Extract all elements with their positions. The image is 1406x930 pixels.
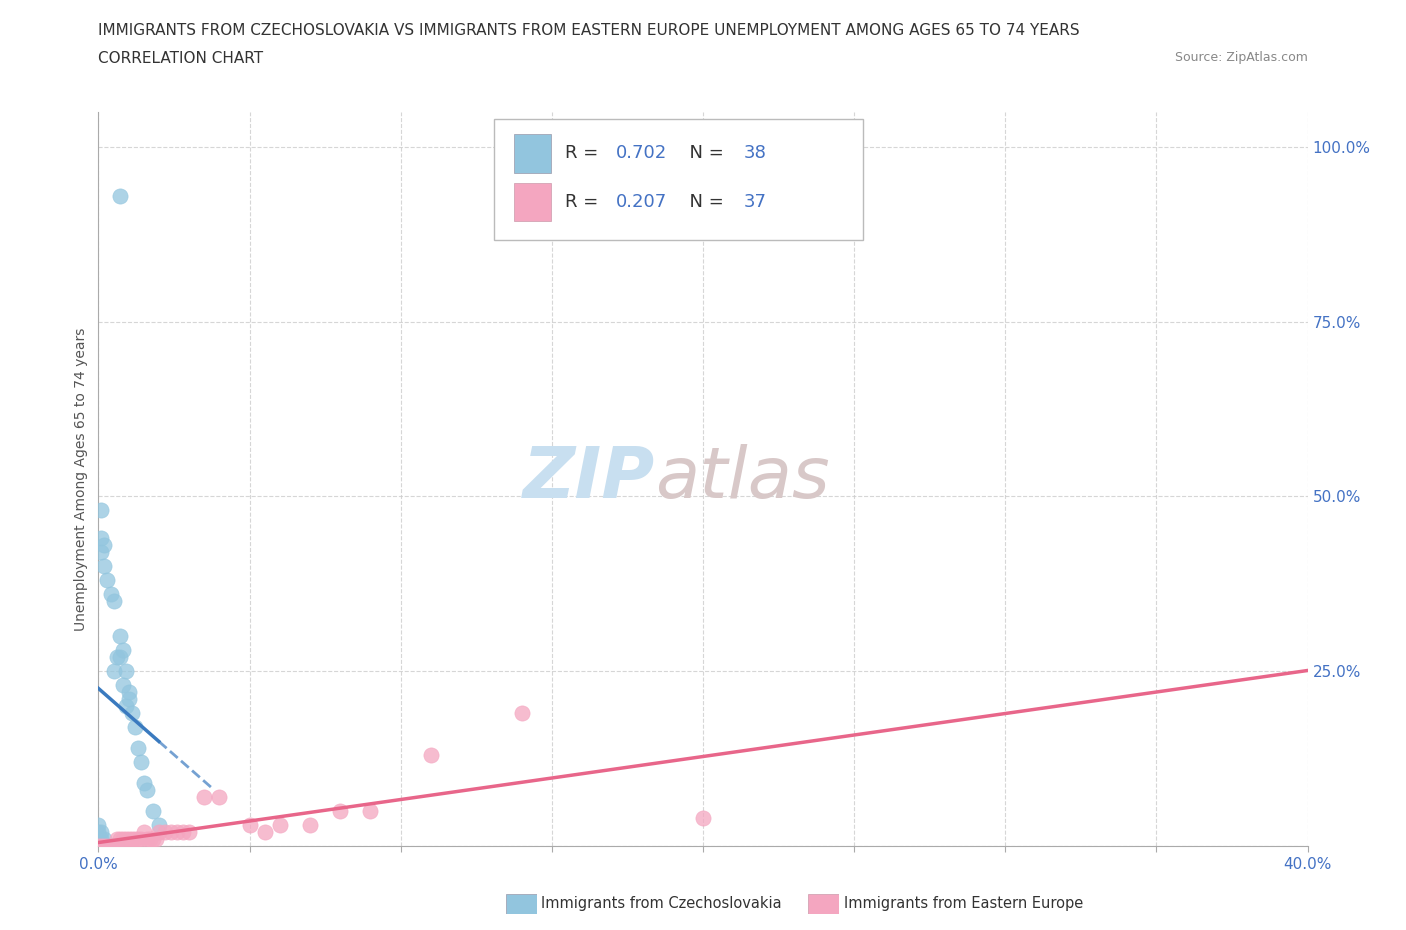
Point — [127, 831, 149, 846]
Point — [132, 776, 155, 790]
Point — [90, 503, 112, 518]
Text: IMMIGRANTS FROM CZECHOSLOVAKIA VS IMMIGRANTS FROM EASTERN EUROPE UNEMPLOYMENT AM: IMMIGRANTS FROM CZECHOSLOVAKIA VS IMMIGR… — [98, 23, 1080, 38]
Point — [172, 825, 194, 840]
Point — [153, 825, 176, 840]
Point — [148, 825, 170, 840]
Text: ZIP: ZIP — [523, 445, 655, 513]
Point — [420, 748, 443, 763]
Point — [118, 684, 141, 699]
Point — [510, 706, 533, 721]
Point — [208, 790, 231, 804]
Point — [108, 188, 131, 203]
Point — [121, 831, 143, 846]
Point — [108, 831, 131, 846]
Point — [108, 629, 131, 644]
Text: Immigrants from Eastern Europe: Immigrants from Eastern Europe — [844, 897, 1083, 911]
Point — [129, 755, 152, 770]
Point — [87, 831, 110, 846]
Point — [114, 664, 136, 679]
Point — [96, 839, 118, 854]
Point — [329, 804, 352, 818]
Point — [90, 531, 112, 546]
Point — [103, 664, 125, 679]
Point — [93, 831, 115, 846]
Point — [87, 839, 110, 854]
Point — [124, 720, 146, 735]
FancyBboxPatch shape — [494, 119, 863, 240]
Point — [96, 839, 118, 854]
Point — [105, 831, 128, 846]
Point — [100, 839, 122, 854]
Text: CORRELATION CHART: CORRELATION CHART — [98, 51, 263, 66]
Point — [118, 831, 141, 846]
Point — [93, 559, 115, 574]
FancyBboxPatch shape — [515, 183, 551, 221]
Text: R =: R = — [565, 144, 605, 163]
Point — [90, 825, 112, 840]
Point — [100, 839, 122, 854]
Point — [135, 783, 157, 798]
Point — [118, 692, 141, 707]
Point — [193, 790, 215, 804]
Point — [114, 699, 136, 714]
Text: 38: 38 — [744, 144, 768, 163]
Point — [142, 831, 165, 846]
Point — [100, 587, 122, 602]
Text: Immigrants from Czechoslovakia: Immigrants from Czechoslovakia — [541, 897, 782, 911]
Point — [103, 839, 125, 854]
Point — [87, 825, 110, 840]
Point — [114, 831, 136, 846]
Point — [142, 804, 165, 818]
Point — [96, 573, 118, 588]
Point — [239, 817, 262, 832]
Point — [108, 650, 131, 665]
Point — [93, 538, 115, 552]
Point — [90, 839, 112, 854]
Text: N =: N = — [678, 144, 730, 163]
Point — [129, 831, 152, 846]
Point — [124, 831, 146, 846]
Text: atlas: atlas — [655, 445, 830, 513]
Y-axis label: Unemployment Among Ages 65 to 74 years: Unemployment Among Ages 65 to 74 years — [75, 327, 89, 631]
Point — [166, 825, 188, 840]
Text: R =: R = — [565, 193, 605, 211]
Point — [111, 678, 134, 693]
Point — [111, 831, 134, 846]
Point — [360, 804, 382, 818]
Point — [253, 825, 276, 840]
Point — [179, 825, 201, 840]
Point — [93, 839, 115, 854]
Point — [90, 831, 112, 846]
Point — [105, 650, 128, 665]
Point — [111, 643, 134, 658]
Point — [692, 811, 714, 826]
Point — [145, 831, 167, 846]
Text: 0.702: 0.702 — [616, 144, 668, 163]
Point — [148, 817, 170, 832]
Point — [96, 839, 118, 854]
Point — [103, 594, 125, 609]
Point — [121, 706, 143, 721]
Point — [139, 831, 162, 846]
Point — [160, 825, 183, 840]
Text: N =: N = — [678, 193, 730, 211]
Point — [299, 817, 322, 832]
Text: 37: 37 — [744, 193, 768, 211]
Point — [135, 831, 157, 846]
Point — [87, 817, 110, 832]
Point — [127, 741, 149, 756]
Point — [90, 545, 112, 560]
Point — [87, 831, 110, 846]
Point — [132, 825, 155, 840]
FancyBboxPatch shape — [515, 134, 551, 173]
Point — [269, 817, 291, 832]
Text: 0.207: 0.207 — [616, 193, 668, 211]
Text: Source: ZipAtlas.com: Source: ZipAtlas.com — [1174, 51, 1308, 64]
Point — [105, 839, 128, 854]
